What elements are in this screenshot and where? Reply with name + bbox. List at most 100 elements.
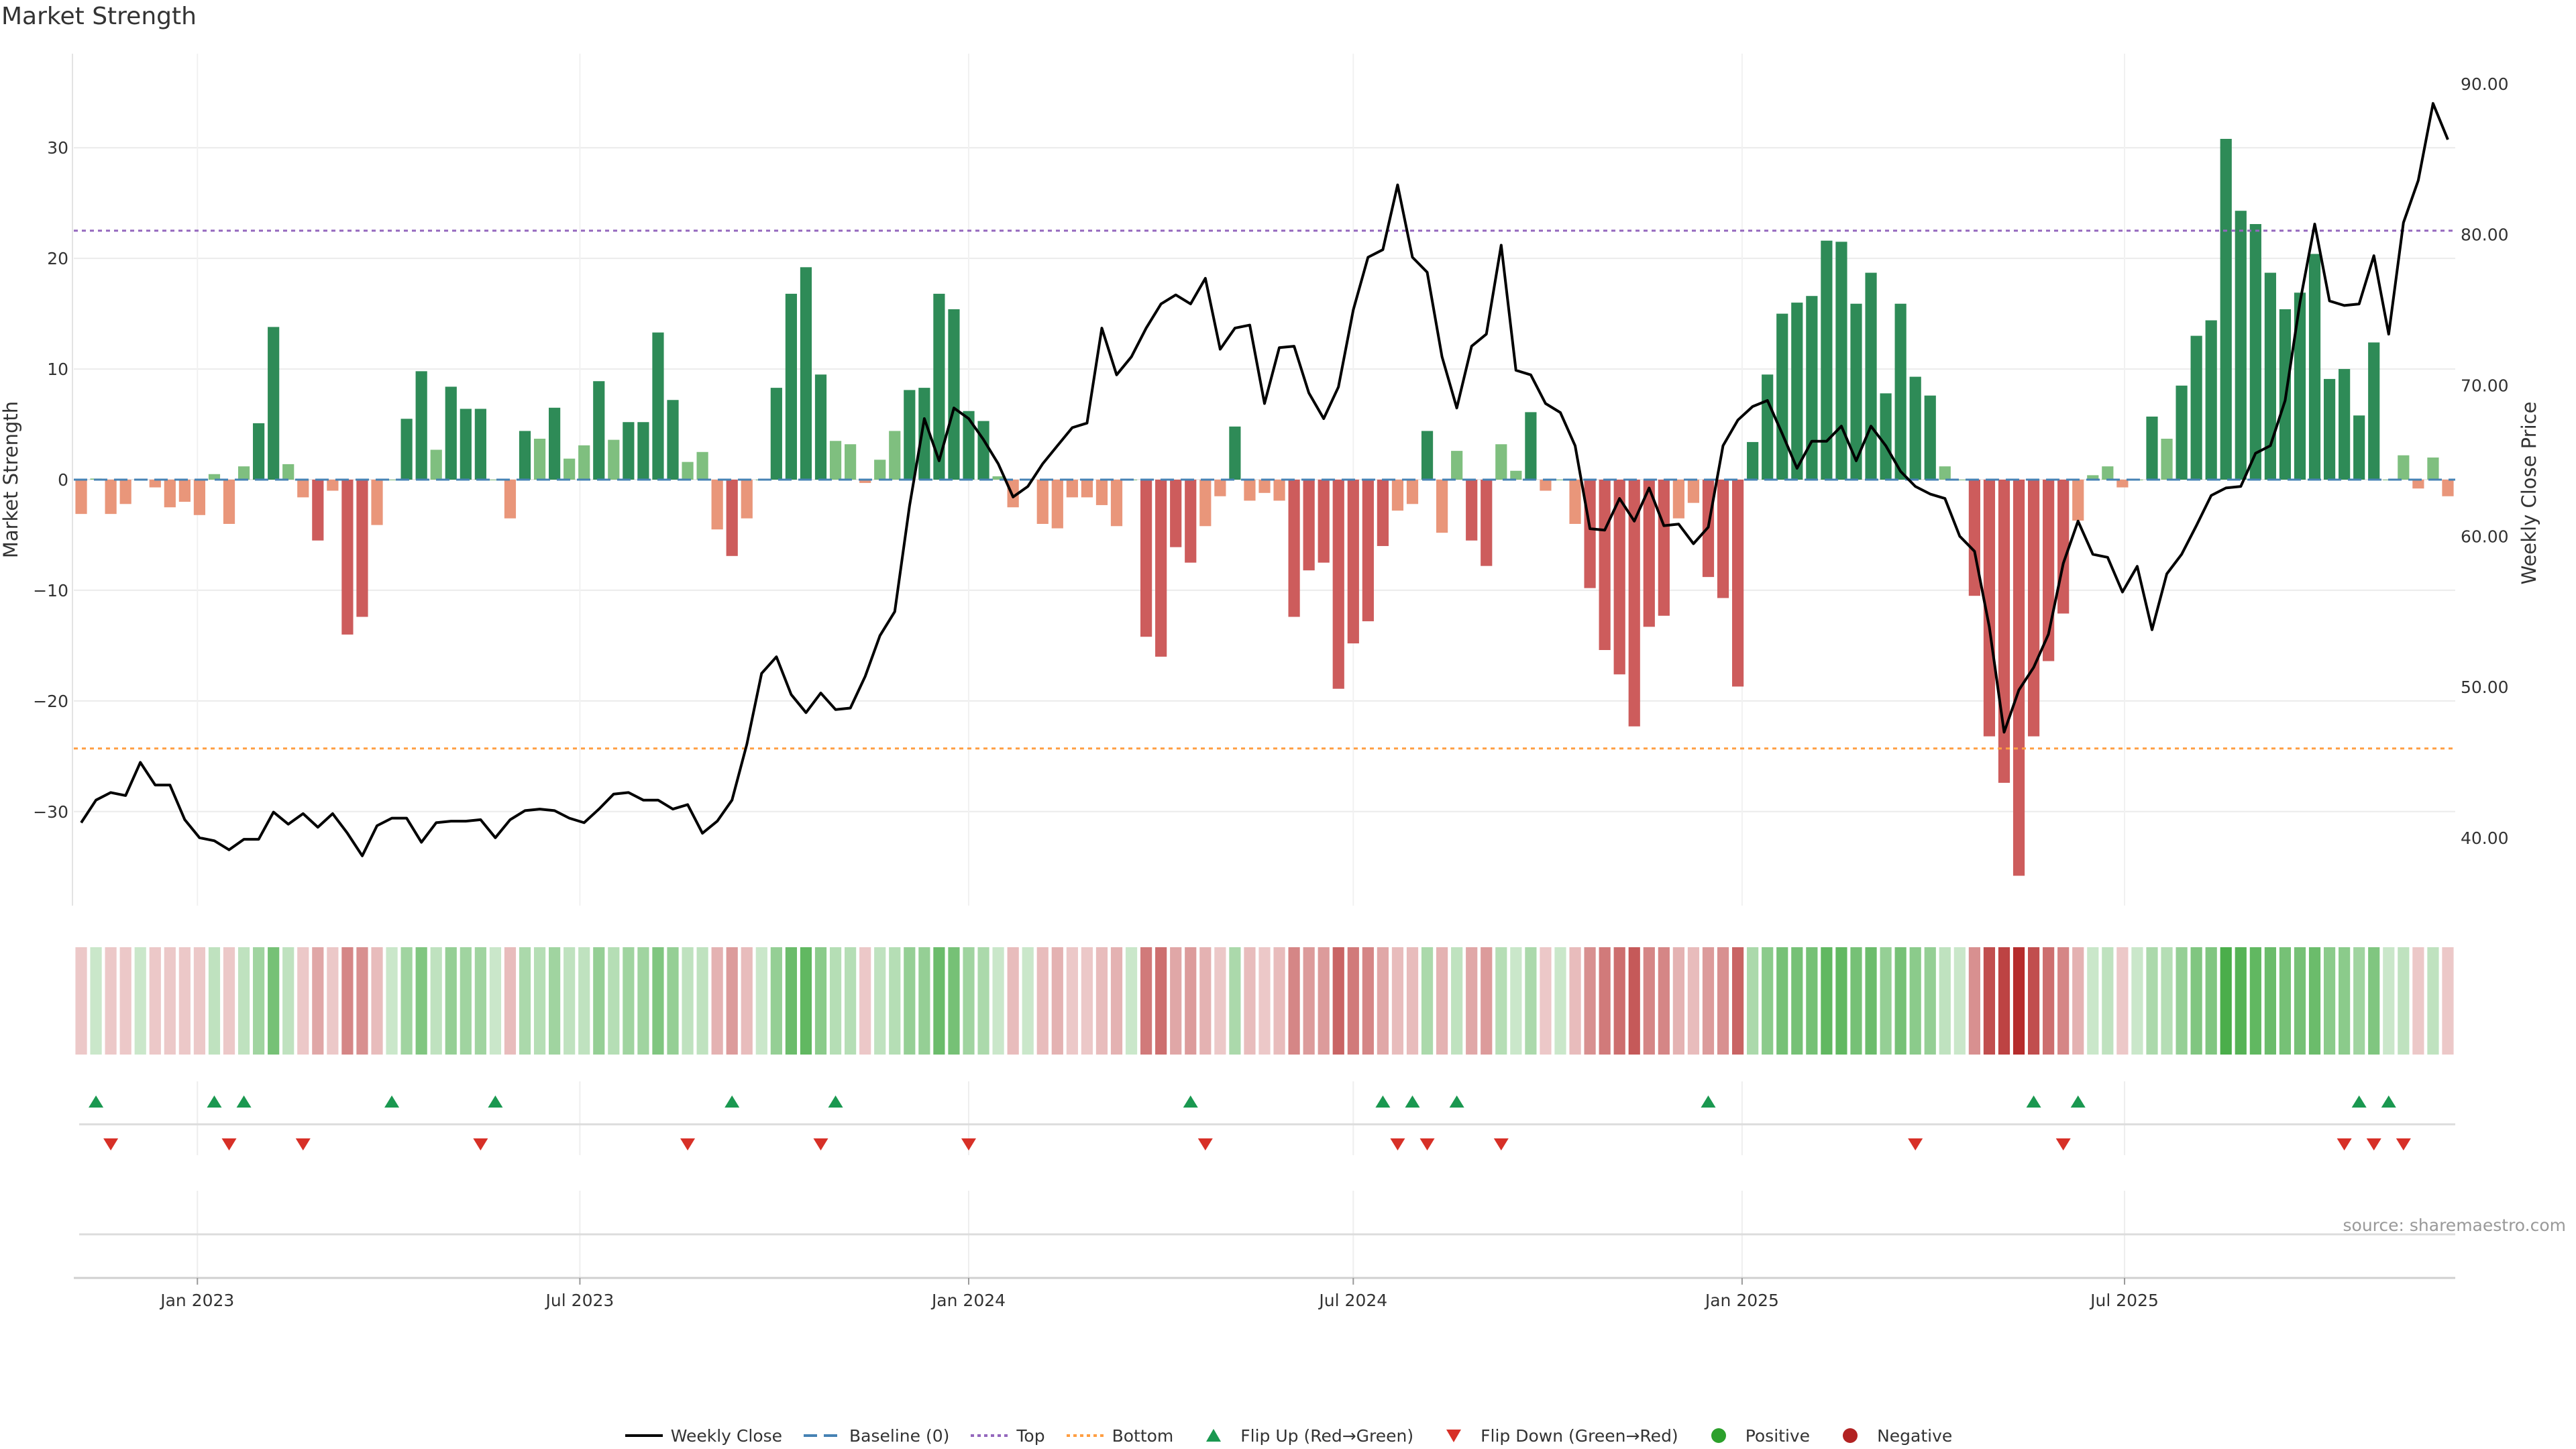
strength-bar (297, 480, 309, 498)
strength-bar (312, 480, 324, 541)
heat-cell (474, 947, 486, 1055)
heat-cell (2368, 947, 2380, 1055)
heat-cell (549, 947, 561, 1055)
heat-cell (119, 947, 131, 1055)
heat-cell (2102, 947, 2114, 1055)
flip-down-marker (680, 1138, 696, 1150)
heat-cell (386, 947, 398, 1055)
heat-cell (237, 947, 250, 1055)
legend-label: Negative (1877, 1426, 1953, 1446)
heat-cell (1821, 947, 1833, 1055)
heat-cell (1806, 947, 1818, 1055)
heat-cell (1303, 947, 1315, 1055)
strength-bar (2161, 438, 2173, 480)
weekly-close-line (80, 102, 2449, 857)
strength-bar (623, 422, 635, 480)
strength-bar (564, 458, 576, 480)
heat-cell (1569, 947, 1581, 1055)
heat-cell (1081, 947, 1093, 1055)
strength-bar (1347, 480, 1359, 644)
heat-cell (1170, 947, 1182, 1055)
flip-up-marker (724, 1095, 740, 1108)
heat-cell (415, 947, 427, 1055)
flip-down-marker (813, 1138, 828, 1150)
heat-cell (2383, 947, 2395, 1055)
strength-bar (430, 449, 442, 480)
heat-cell (1835, 947, 1847, 1055)
heat-cell (1185, 947, 1197, 1055)
strength-bar (253, 423, 265, 480)
strength-bar (268, 327, 280, 480)
heat-cell (1687, 947, 1700, 1055)
heat-cell (637, 947, 649, 1055)
heat-cell (460, 947, 472, 1055)
strength-bar (1643, 480, 1655, 627)
heat-cell (2353, 947, 2365, 1055)
flip-up-marker (488, 1095, 503, 1108)
strength-heatmap (75, 947, 2454, 1055)
heat-cell (164, 947, 176, 1055)
legend-item-flip-down: Flip Down (Green→Red) (1434, 1426, 1678, 1446)
heat-cell (1125, 947, 1138, 1055)
strength-bar (1451, 451, 1463, 480)
heat-cell (2412, 947, 2424, 1055)
heat-cell (696, 947, 708, 1055)
flip-down-marker (2337, 1138, 2352, 1150)
strength-bar (237, 466, 250, 480)
strength-bar (1687, 480, 1700, 503)
heat-cell (445, 947, 457, 1055)
strength-bar (1776, 313, 1788, 480)
flip-down-marker (961, 1138, 977, 1150)
heat-cell (1850, 947, 1862, 1055)
strength-bar (1095, 480, 1108, 505)
legend-item-top: Top (969, 1426, 1045, 1446)
strength-bar (2398, 455, 2410, 480)
strength-bar (637, 422, 649, 480)
strength-bar (874, 460, 886, 480)
strength-bar (1199, 480, 1212, 527)
legend-label: Flip Up (Red→Green) (1240, 1426, 1414, 1446)
strength-bar (1569, 480, 1581, 524)
heat-cell (2427, 947, 2439, 1055)
strength-bar (696, 451, 708, 480)
flip-up-marker (2070, 1095, 2086, 1108)
heat-cell (134, 947, 146, 1055)
heat-cell (253, 947, 265, 1055)
strength-bar (977, 421, 989, 480)
heat-cell (859, 947, 871, 1055)
legend-item-bottom: Bottom (1065, 1426, 1173, 1446)
heat-cell (2294, 947, 2306, 1055)
flip-down-swatch-icon (1446, 1430, 1462, 1442)
y2-tick-label: 50.00 (2461, 678, 2509, 697)
heat-cell (2235, 947, 2247, 1055)
strength-bar (1791, 303, 1803, 480)
heat-cell (1998, 947, 2010, 1055)
weekly-close-line-group (80, 102, 2449, 857)
heat-cell (845, 947, 857, 1055)
heat-cell (1613, 947, 1625, 1055)
strength-bar (1081, 480, 1093, 498)
strength-bar (904, 390, 916, 480)
strength-bar (474, 409, 486, 480)
heat-cell (2323, 947, 2336, 1055)
heat-cell (2279, 947, 2292, 1055)
heat-cell (2205, 947, 2217, 1055)
heat-cell (178, 947, 191, 1055)
positive-swatch-icon (1711, 1428, 1726, 1443)
heat-cell (829, 947, 842, 1055)
heat-cell (770, 947, 782, 1055)
strength-bar (1909, 376, 1921, 480)
heat-cell (1155, 947, 1167, 1055)
x-tick-label: Jul 2023 (545, 1291, 614, 1310)
heat-cell (1599, 947, 1611, 1055)
heat-cell (1584, 947, 1596, 1055)
flip-up-marker (2381, 1095, 2396, 1108)
heat-cell (1865, 947, 1877, 1055)
strength-bar (682, 462, 694, 480)
strength-bar (2176, 385, 2188, 480)
heat-cell (2190, 947, 2202, 1055)
strength-bar (1036, 480, 1049, 524)
heat-cell (608, 947, 620, 1055)
heat-cell (1717, 947, 1729, 1055)
source-credit: source: sharemaestro.com (2343, 1216, 2567, 1235)
